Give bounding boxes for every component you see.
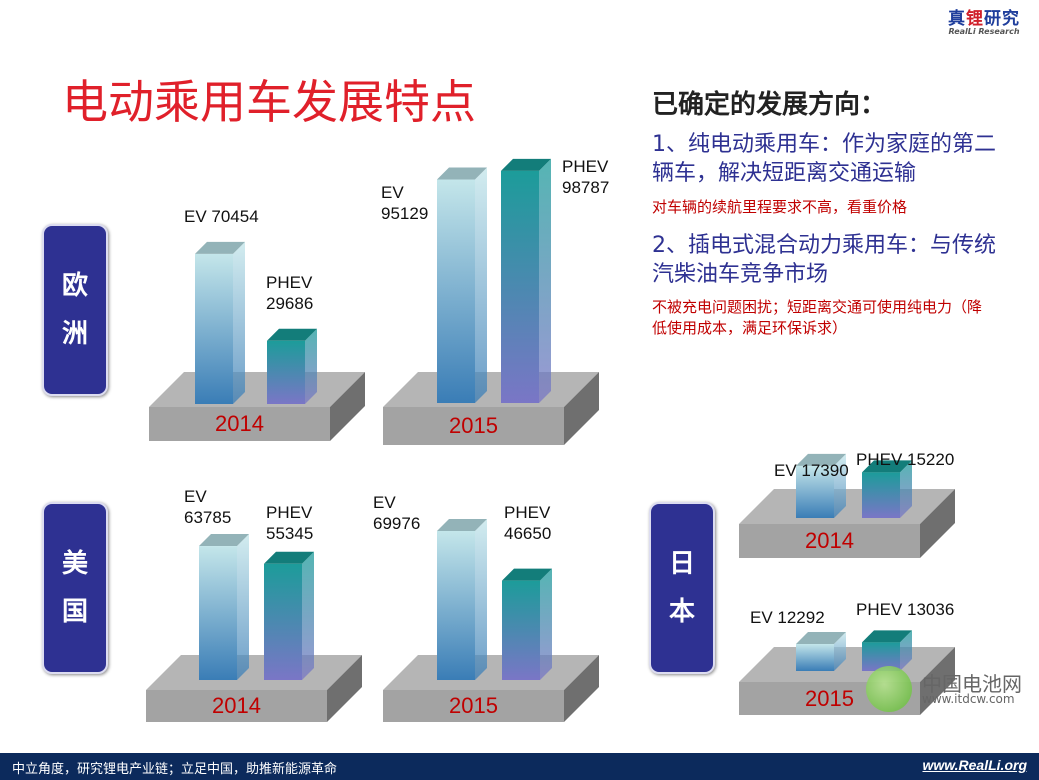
footer-bar: 中立角度，研究锂电产业链；立足中国，助推新能源革命 www.RealLi.org (0, 753, 1039, 780)
point-1: 1、纯电动乘用车：作为家庭的第二辆车，解决短距离交通运输 (652, 132, 996, 186)
platform-front (383, 690, 564, 722)
phev-bar (267, 340, 305, 404)
phev-bar (502, 580, 540, 680)
ev-bar-side (834, 631, 846, 671)
phev-bar-side (539, 158, 551, 403)
region-label-japan: 日本 (649, 502, 715, 674)
region-char: 日 (668, 549, 695, 579)
platform-top (149, 372, 365, 407)
logo-subtitle: RealLi Research (948, 27, 1020, 36)
ev-bar (199, 546, 237, 680)
phev-bar-side (540, 568, 552, 680)
year-label: 2014 (215, 411, 264, 436)
year-label: 2015 (805, 685, 854, 711)
ev-bar-top (796, 453, 846, 466)
phev-data-label: PHEV 98787 (562, 157, 610, 197)
ev-bar (437, 179, 475, 403)
ev-bar-top (199, 534, 249, 547)
ev-data-label: EV 70454 (184, 207, 259, 226)
platform-front (383, 407, 564, 445)
year-label: 2014 (212, 693, 261, 718)
logo-text: 真 (948, 9, 966, 29)
point-2-note: 不被充电问题困扰；短距离交通可使用纯电力（降低使用成本，满足环保诉求） (652, 298, 983, 337)
phev-bar-side (302, 551, 314, 680)
year-label: 2015 (449, 693, 498, 718)
ev-bar-side (834, 453, 846, 518)
phev-bar (501, 170, 539, 403)
phev-data-label: PHEV 13036 (856, 600, 955, 619)
platform-side (920, 489, 955, 558)
point-2: 2、插电式混合动力乘用车：与传统汽柴油车竞争市场 (652, 233, 996, 287)
year-label: 2015 (449, 413, 498, 438)
ev-data-label: EV 63785 (184, 487, 232, 527)
ev-data-label: EV 95129 (381, 183, 429, 223)
footer-slogan: 中立角度，研究锂电产业链；立足中国，助推新能源革命 (12, 762, 338, 777)
platform-top (383, 655, 599, 690)
region-char: 欧 (61, 271, 88, 301)
slide-title: 电动乘用车发展特点 (62, 75, 476, 129)
ev-bar (437, 530, 475, 680)
year-label: 2014 (805, 528, 854, 553)
realli-logo: 真锂研究 RealLi Research (948, 4, 1020, 36)
region-label-usa: 美国 (42, 502, 108, 674)
phev-bar-top (502, 568, 552, 581)
right-panel-heading: 已确定的发展方向： (652, 90, 887, 120)
region-char: 国 (61, 597, 88, 627)
phev-data-label: PHEV 55345 (266, 503, 314, 543)
platform-side (327, 655, 362, 722)
platform-front (149, 407, 330, 441)
phev-bar-side (900, 460, 912, 518)
phev-bar (264, 563, 302, 680)
platform-side (330, 372, 365, 441)
watermark-url: www.itdcw.com (922, 692, 1015, 706)
phev-bar-top (267, 328, 317, 341)
region-char: 美 (61, 549, 88, 579)
phev-data-label: PHEV 15220 (856, 450, 955, 469)
phev-bar-top (862, 460, 912, 473)
platform-side (564, 372, 599, 445)
ev-bar-top (437, 518, 487, 531)
phev-data-label: PHEV 29686 (266, 273, 314, 313)
region-char: 洲 (61, 319, 88, 349)
platform-side (920, 647, 955, 715)
watermark-globe-icon (866, 666, 912, 712)
phev-data-label: PHEV 46650 (504, 503, 552, 543)
ev-data-label: EV 12292 (750, 608, 825, 627)
ev-bar (195, 253, 233, 404)
phev-bar (862, 472, 900, 518)
region-char: 本 (668, 597, 695, 627)
watermark-text: 中国电池网 (922, 672, 1022, 696)
ev-bar-side (475, 167, 487, 403)
ev-bar-side (233, 241, 245, 404)
ev-bar (796, 465, 834, 518)
phev-bar-top (264, 551, 314, 564)
platform-front (146, 690, 327, 722)
ev-bar-top (796, 631, 846, 644)
phev-bar-side (305, 328, 317, 404)
ev-bar-side (237, 534, 249, 680)
platform-top (146, 655, 362, 690)
platform-side (564, 655, 599, 722)
platform-top (739, 489, 955, 524)
phev-bar-top (862, 630, 912, 643)
logo-text: 研究 (984, 9, 1020, 29)
phev-bar-top (501, 158, 551, 171)
region-label-europe: 欧洲 (42, 224, 108, 396)
ev-bar-top (437, 167, 487, 180)
ev-data-label: EV 69976 (373, 493, 421, 533)
footer-link[interactable]: www.RealLi.org (922, 757, 1028, 773)
ev-bar-top (195, 241, 245, 254)
platform-front (739, 524, 920, 558)
point-1-note: 对车辆的续航里程要求不高，看重价格 (652, 198, 908, 216)
logo-text-red: 锂 (966, 9, 984, 29)
platform-top (383, 372, 599, 407)
ev-data-label: EV 17390 (774, 461, 849, 480)
ev-bar-side (475, 518, 487, 680)
phev-bar-side (900, 630, 912, 671)
ev-bar (796, 643, 834, 671)
